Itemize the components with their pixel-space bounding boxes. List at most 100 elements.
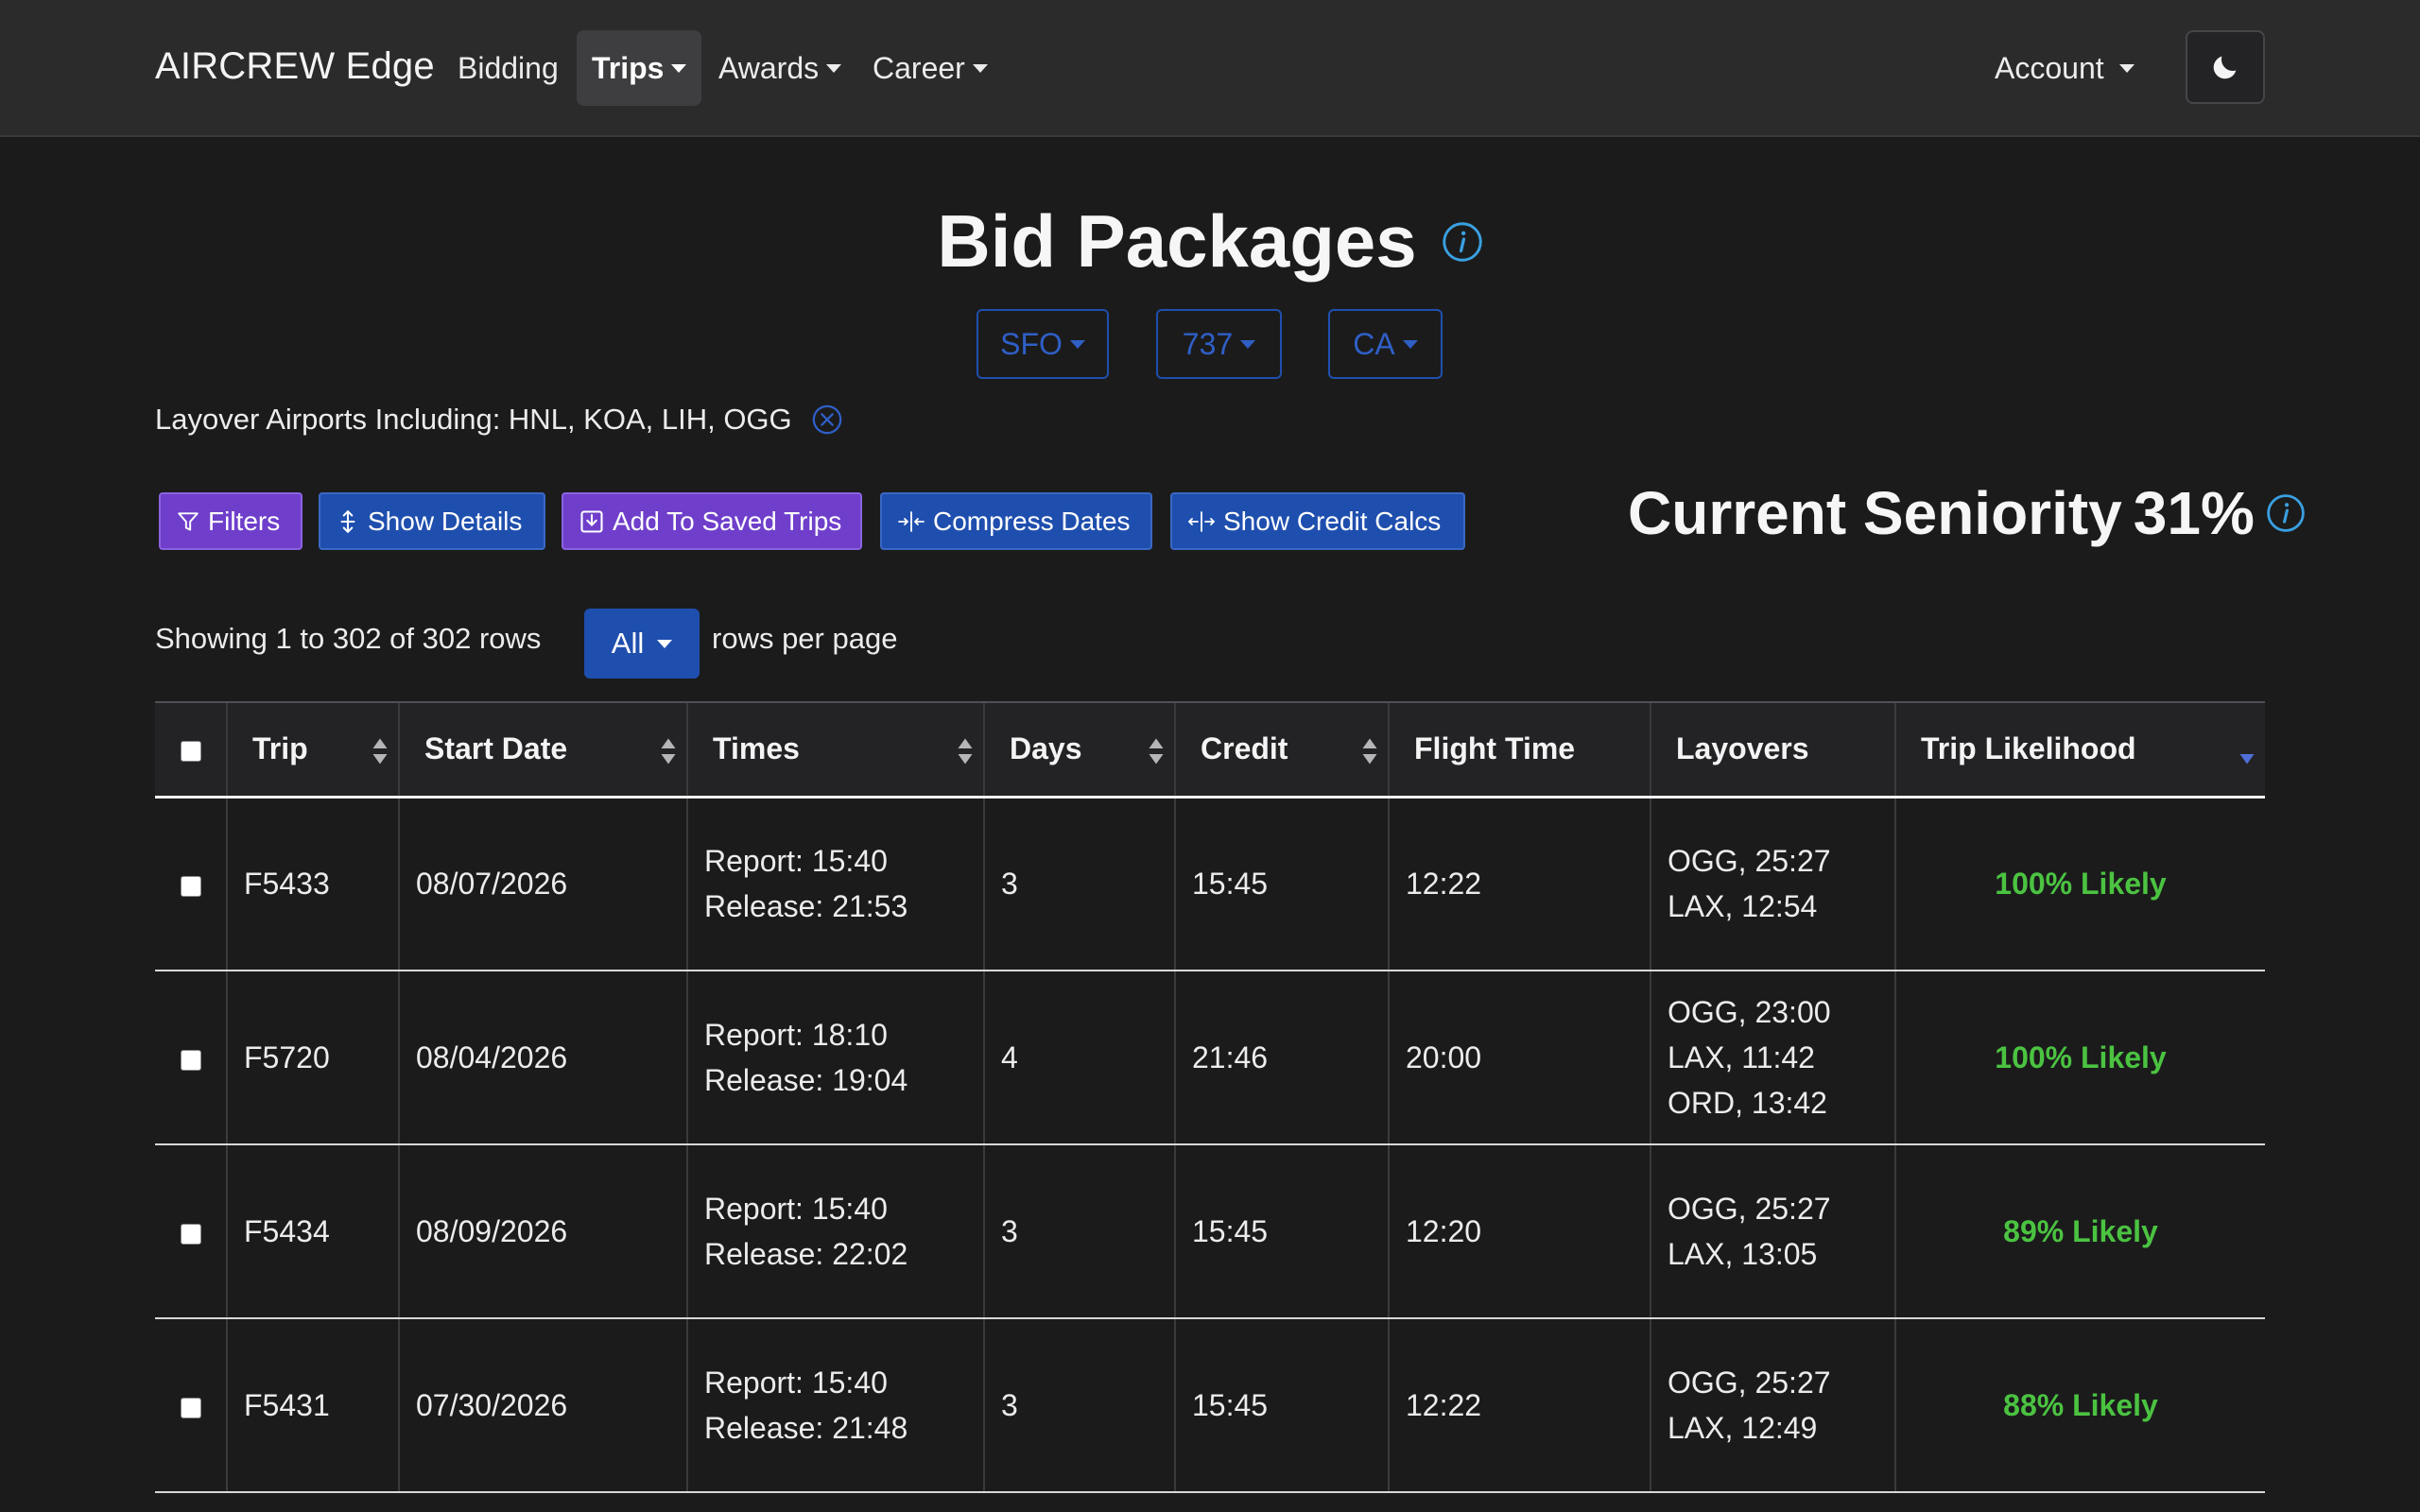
layovers-cell: OGG, 25:27 LAX, 12:54 [1650,797,1895,971]
rows-per-page-label: rows per page [712,622,898,655]
show-details-label: Show Details [368,506,523,536]
trip-cell: F5431 [226,1318,399,1493]
funnel-icon [178,511,199,531]
nav-career-dropdown[interactable]: Career [857,30,1003,106]
column-header-times[interactable]: Times [686,701,984,799]
report-time: Report: 15:40 [704,844,888,879]
row-checkbox[interactable] [180,1049,201,1071]
report-time: Report: 15:40 [704,1366,888,1400]
column-header-label: Credit [1201,731,1288,766]
layover-entry: ORD, 13:42 [1668,1086,1827,1120]
base-value: SFO [1000,326,1063,361]
credit-cell: 15:45 [1174,1144,1389,1319]
filters-button[interactable]: Filters [159,492,302,550]
select-all-checkbox[interactable] [180,740,201,762]
theme-toggle-button[interactable] [2186,30,2265,104]
likelihood-cell: 100% Likely [1894,797,2265,971]
layover-filter: Layover Airports Including: HNL, KOA, LI… [155,403,843,437]
nav-bidding[interactable]: Bidding [442,30,574,106]
likelihood-cell: 100% Likely [1894,971,2265,1145]
column-header-label: Trip [252,731,308,766]
row-checkbox[interactable] [180,875,201,897]
layover-entry: OGG, 25:27 [1668,1192,1831,1226]
aircraft-value: 737 [1182,326,1234,361]
nav-trips-dropdown[interactable]: Trips [577,30,702,106]
column-header-start-date[interactable]: Start Date [398,701,687,799]
chevron-down-icon [2118,63,2135,73]
days-cell: 3 [983,797,1175,971]
layover-entry: LAX, 12:54 [1668,889,1818,924]
chevron-down-icon [972,63,988,73]
release-time: Release: 21:53 [704,889,908,924]
brand-logo[interactable]: AIRCREW Edge [155,45,435,87]
column-header-trip-likelihood[interactable]: Trip Likelihood [1894,701,2265,799]
column-header-label: Days [1010,731,1082,766]
layovers-cell: OGG, 23:00 LAX, 11:42 ORD, 13:42 [1650,971,1895,1145]
moon-icon [2213,56,2237,79]
table-row[interactable]: F5431 07/30/2026 Report: 15:40 Release: 2… [155,1318,2265,1493]
position-value: CA [1353,326,1395,361]
chevron-down-icon [671,63,687,73]
credit-cell: 21:46 [1174,971,1389,1145]
release-time: Release: 22:02 [704,1237,908,1271]
rows-per-page-value: All [611,627,645,660]
start-date-cell: 08/09/2026 [398,1144,687,1319]
flight-time-cell: 20:00 [1388,971,1651,1145]
column-header-label: Layovers [1676,731,1809,766]
account-label: Account [1995,50,2104,85]
clear-filter-icon[interactable] [811,404,843,436]
show-credit-calcs-button[interactable]: Show Credit Calcs [1170,492,1465,550]
sort-icon [1362,738,1377,765]
chevron-down-icon [1402,339,1418,349]
add-saved-trips-button[interactable]: Add To Saved Trips [562,492,862,550]
nav-awards-label: Awards [718,50,820,85]
expand-vertical-icon [340,509,355,533]
position-select[interactable]: CA [1328,309,1443,379]
show-credit-calcs-label: Show Credit Calcs [1223,506,1442,536]
rows-per-page-select[interactable]: All [584,609,700,679]
nav-trips-label: Trips [592,50,665,85]
row-select-cell [155,1318,227,1493]
compress-dates-button[interactable]: Compress Dates [880,492,1152,550]
row-checkbox[interactable] [180,1223,201,1245]
column-header-layovers: Layovers [1650,701,1895,799]
expand-horizontal-icon [1187,510,1216,532]
table-row[interactable]: F5433 08/07/2026 Report: 15:40 Release: 2… [155,797,2265,971]
column-header-days[interactable]: Days [983,701,1175,799]
column-header-trip[interactable]: Trip [226,701,399,799]
credit-cell: 15:45 [1174,1318,1389,1493]
pagination-info: Showing 1 to 302 of 302 rows [155,622,542,655]
layovers-cell: OGG, 25:27 LAX, 12:49 [1650,1318,1895,1493]
row-checkbox[interactable] [180,1397,201,1418]
nav-bidding-label: Bidding [458,50,559,85]
show-details-button[interactable]: Show Details [319,492,545,550]
info-icon[interactable] [1442,221,1483,263]
start-date-cell: 07/30/2026 [398,1318,687,1493]
layover-filter-label: Layover Airports Including: HNL, KOA, LI… [155,403,792,436]
days-cell: 4 [983,971,1175,1145]
table-row[interactable]: F5434 08/09/2026 Report: 15:40 Release: 2… [155,1144,2265,1319]
sort-icon [958,738,973,765]
layover-entry: OGG, 23:00 [1668,995,1831,1029]
sort-descending-icon [2239,754,2255,765]
row-select-cell [155,971,227,1145]
likelihood-cell: 89% Likely [1894,1144,2265,1319]
column-header-credit[interactable]: Credit [1174,701,1389,799]
page-header: Bid Packages [0,198,2420,284]
account-dropdown[interactable]: Account [1979,30,2150,106]
aircraft-select[interactable]: 737 [1156,309,1282,379]
compress-dates-label: Compress Dates [933,506,1131,536]
release-time: Release: 19:04 [704,1063,908,1097]
current-seniority: Current Seniority 31% [1628,478,2306,548]
filters-label: Filters [208,506,281,536]
seniority-value: 31% [2133,479,2255,547]
table-row[interactable]: F5720 08/04/2026 Report: 18:10 Release: 1… [155,971,2265,1145]
nav-awards-dropdown[interactable]: Awards [703,30,856,106]
days-cell: 3 [983,1318,1175,1493]
flight-time-cell: 12:20 [1388,1144,1651,1319]
info-icon[interactable] [2266,493,2306,533]
base-select[interactable]: SFO [977,309,1109,379]
column-header-label: Start Date [424,731,568,766]
times-cell: Report: 15:40 Release: 22:02 [686,1144,984,1319]
days-cell: 3 [983,1144,1175,1319]
